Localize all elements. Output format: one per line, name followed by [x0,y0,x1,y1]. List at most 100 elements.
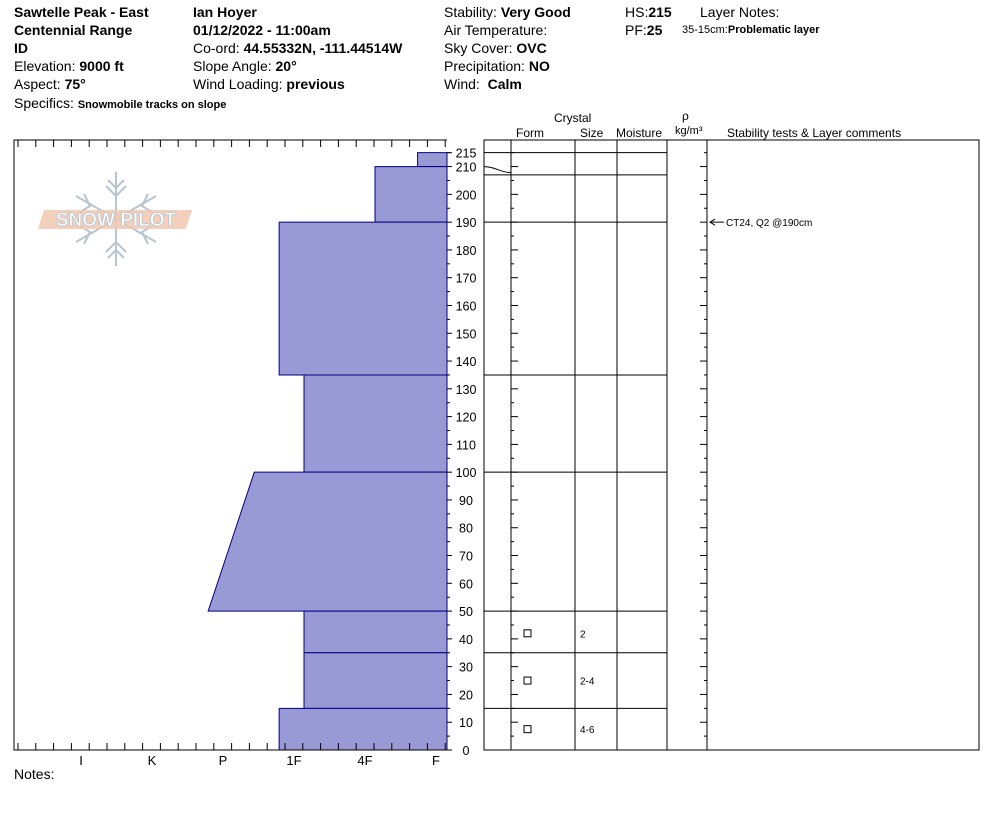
hardness-tick-label: P [219,753,228,768]
precip-label: Precipitation: [444,58,525,74]
test-arrow-head [709,218,716,226]
hs-field: HS:215 [625,4,672,20]
layer-note-text: Problematic layer [727,24,820,36]
slope-field: Slope Angle: 20° [193,58,297,74]
elevation-value: 9000 ft [79,58,124,74]
y-tick-label: 100 [456,466,477,480]
pf-value: 25 [646,22,663,38]
coord-label: Co-ord: [193,40,240,56]
air-temp-label: Air Temperature: [444,22,548,38]
wind-loading-label: Wind Loading: [193,76,283,92]
wind-loading-field: Wind Loading: previous [193,76,345,92]
chart-axes: I K P 1F 4F F 0 10 20 30 40 50 60 70 80 90 100 110 120 130 1… [13,139,477,768]
location-name: Sawtelle Peak - East [14,4,149,20]
y-tick-label: 80 [459,522,473,536]
y-tick-label: 50 [459,605,473,619]
y-tick-label: 10 [459,716,473,730]
y-tick-label: 210 [456,161,477,175]
y-tick-label: 180 [456,244,477,258]
snowpilot-logo: SNOW PILOT [38,172,192,266]
y-tick-label: 190 [456,216,477,230]
grain-size: 2-4 [580,677,595,688]
hardness-layer [207,471,448,612]
layer-boundary-curve [483,166,512,174]
hardness-tick-label: F [432,753,440,768]
stability-label: Stability: [444,4,497,20]
y-tick-label: 70 [459,550,473,564]
profile-frame [13,139,447,751]
grain-size: 2 [580,629,586,640]
wind-value: Calm [487,76,522,92]
hardness-tick-label: 1F [286,753,301,768]
aspect-field: Aspect: 75° [14,76,86,92]
grain-form-icon [523,725,532,734]
location-range: Centennial Range [14,22,133,38]
layer-note-range: 35-15cm: [682,24,728,36]
y-tick-label: 60 [459,577,473,591]
hardness-profile [207,152,448,751]
y-tick-label: 120 [456,411,477,425]
hardness-layer [417,152,448,168]
elevation-field: Elevation: 9000 ft [14,58,124,74]
logo-text: SNOW PILOT [56,210,177,231]
hardness-layer [374,166,448,223]
y-tick-label: 150 [456,327,477,341]
wind-field: Wind: Calm [444,76,522,92]
table-frame [483,139,980,751]
location-state: ID [14,40,28,56]
air-temp-field: Air Temperature: [444,22,547,38]
hardness-layer [303,374,448,473]
stability-field: Stability: Very Good [444,4,571,20]
hs-label: HS: [625,4,649,20]
y-tick-label: 20 [459,688,473,702]
moisture-header: Moisture [616,126,663,140]
grain-form-icon [523,629,532,638]
hardness-layer [303,652,448,709]
y-tick-label: 170 [456,272,477,286]
size-header: Size [580,126,604,140]
hardness-tick-label: K [148,753,157,768]
coord-value: 44.55332N, -111.44514W [243,40,403,56]
y-tick-label: 90 [459,494,473,508]
observer-name: Ian Hoyer [193,4,257,20]
grain-form-icon [523,676,532,685]
slope-label: Slope Angle: [193,58,272,74]
hardness-tick-label: I [79,753,83,768]
y-tick-label: 0 [463,744,470,758]
y-tick-label: 130 [456,383,477,397]
density-unit-header: kg/m³ [675,125,703,137]
y-tick-label: 140 [456,355,477,369]
crystal-header: Crystal [554,111,592,125]
y-tick-label: 110 [456,438,476,452]
y-tick-label: 30 [459,661,473,675]
layer-note: 35-15cm:Problematic layer [682,24,820,37]
hardness-layer [278,707,448,751]
observation-datetime: 01/12/2022 - 11:00am [193,22,331,38]
y-tick-label: 200 [456,188,477,202]
hs-value: 215 [648,4,672,20]
specifics-value: Snowmobile tracks on slope [77,99,227,111]
layer-notes-label: Layer Notes: [700,4,780,20]
logo-banner [38,210,192,229]
y-tick-label: 40 [459,633,473,647]
wind-loading-value: previous [286,76,345,92]
wind-label: Wind: [444,76,480,92]
specifics-label: Specifics: [14,95,74,111]
coord-field: Co-ord: 44.55332N, -111.44514W [193,40,402,56]
notes-label: Notes: [14,766,55,782]
y-tick-label: 215 [456,147,477,161]
comments-header: Stability tests & Layer comments [727,126,902,140]
precip-value: NO [528,58,550,74]
pf-field: PF:25 [625,22,662,38]
rho-header: ρ [682,109,689,123]
sky-field: Sky Cover: OVC [444,40,547,56]
stability-value: Very Good [500,4,571,20]
grain-size: 4-6 [580,725,595,736]
hardness-tick-label: 4F [357,753,372,768]
slope-value: 20° [275,58,297,74]
y-tick-label: 160 [456,299,477,313]
hardness-layer [278,221,448,376]
stability-test-annotation: CT24, Q2 @190cm [726,218,812,229]
sky-label: Sky Cover: [444,40,513,56]
